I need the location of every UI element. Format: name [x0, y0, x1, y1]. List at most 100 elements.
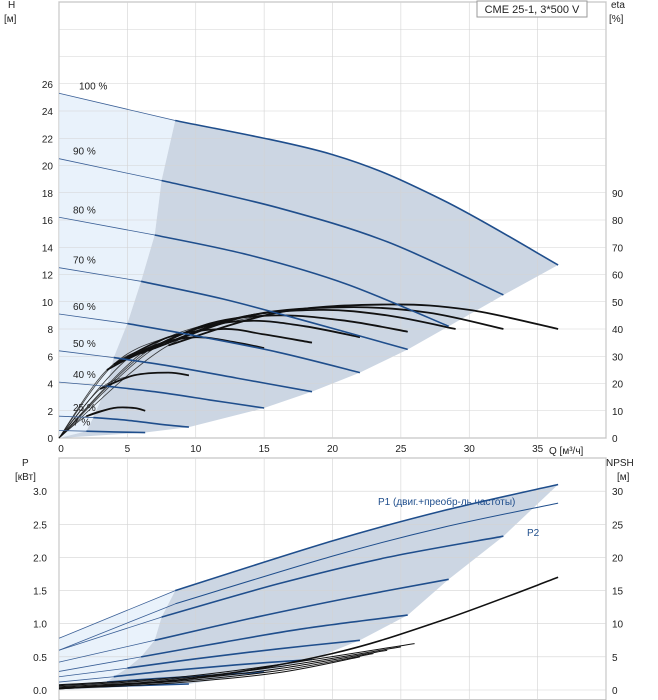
bottom-y2-tick-label: 30 — [612, 487, 624, 498]
bottom-y2-tick-label: 15 — [612, 587, 624, 598]
top-y-tick-label: 2 — [47, 407, 53, 418]
speed-curve-label: 80 % — [73, 205, 96, 216]
top-y2-tick-label: 70 — [612, 243, 624, 254]
top-y-tick-label: 6 — [47, 352, 53, 363]
top-y-axis-label: H — [8, 0, 15, 11]
top-y-tick-label: 16 — [42, 216, 54, 227]
speed-curve-label: 25 % — [73, 403, 96, 414]
top-y-tick-label: 14 — [42, 243, 54, 254]
top-x-tick-label: 25 — [395, 444, 407, 455]
top-light-region — [59, 93, 176, 438]
bottom-y2-tick-label: 10 — [612, 620, 624, 631]
bottom-y2-tick-label: 20 — [612, 553, 624, 564]
bottom-y2-axis-label: NPSH — [606, 458, 634, 469]
speed-curve — [93, 416, 189, 428]
bottom-y-tick-label: 0.5 — [33, 653, 47, 664]
eta-curve-operating — [106, 336, 265, 371]
power-curve-thin — [58, 616, 162, 651]
top-y-tick-label: 20 — [42, 162, 54, 173]
speed-curve-thin — [58, 216, 155, 236]
npsh-curve — [58, 576, 559, 690]
top-y2-tick-label: 90 — [612, 189, 624, 200]
eta-curve-operating — [113, 328, 313, 366]
speed-curve — [86, 430, 146, 434]
title-box — [476, 0, 588, 18]
p1-curve — [140, 614, 408, 658]
npsh-low-speed-curve — [58, 643, 415, 686]
speed-curve — [106, 385, 265, 409]
power-curve-thin — [58, 676, 114, 683]
top-y-tick-label: 10 — [42, 298, 54, 309]
eta-curve-operating — [86, 406, 146, 418]
bottom-y-axis-unit: [кВт] — [15, 472, 36, 483]
speed-curve-label: 90 % — [73, 147, 96, 158]
speed-curve-thin — [58, 267, 142, 282]
top-x-axis-label: Q [м³/ч] — [549, 446, 584, 457]
speed-curve — [154, 234, 450, 328]
top-x-tick-label: 30 — [464, 444, 476, 455]
top-y2-tick-label: 50 — [612, 298, 624, 309]
speed-curve — [140, 280, 408, 351]
speed-curve-label: 40 % — [73, 370, 96, 381]
top-y2-tick-label: 20 — [612, 380, 624, 391]
bottom-y-tick-label: 1.5 — [33, 587, 47, 598]
top-y2-tick-label: 0 — [612, 434, 618, 445]
top-x-tick-label: 0 — [58, 444, 64, 455]
p1-curve — [174, 483, 559, 592]
top-y-tick-label: 24 — [42, 107, 54, 118]
chart-title: CME 25-1, 3*500 V — [485, 4, 580, 16]
top-x-tick-label: 5 — [125, 444, 131, 455]
p2-curve-label: P2 — [527, 528, 540, 539]
speed-curve — [175, 119, 559, 266]
speed-curve-label: 7 % — [73, 418, 90, 429]
eta-curve-operating — [127, 319, 361, 360]
p1-curve — [127, 639, 360, 669]
speed-curve — [113, 356, 313, 393]
bottom-operating-region — [59, 484, 559, 690]
top-y-tick-label: 4 — [47, 380, 53, 391]
top-y-tick-label: 8 — [47, 325, 53, 336]
bottom-y-tick-label: 1.0 — [33, 620, 47, 631]
speed-curve — [127, 322, 361, 374]
power-curve-thin — [58, 603, 176, 651]
bottom-y2-tick-label: 25 — [612, 520, 624, 531]
speed-curve-thin — [58, 415, 94, 418]
bottom-y-axis-label: P — [22, 458, 29, 469]
power-curve-thin — [58, 639, 155, 663]
top-y2-tick-label: 30 — [612, 352, 624, 363]
bottom-y-tick-label: 2.0 — [33, 553, 47, 564]
top-x-tick-label: 20 — [327, 444, 339, 455]
speed-curve-thin — [58, 350, 114, 359]
bottom-y2-tick-label: 5 — [612, 653, 618, 664]
top-y2-tick-label: 80 — [612, 216, 624, 227]
speed-curve-label: 50 % — [73, 339, 96, 350]
top-x-tick-label: 10 — [190, 444, 202, 455]
p1-curve — [161, 535, 504, 618]
top-y2-tick-label: 10 — [612, 407, 624, 418]
top-x-tick-label: 15 — [259, 444, 271, 455]
top-y-tick-label: 22 — [42, 134, 54, 145]
top-y2-axis-label: eta — [611, 0, 625, 11]
eta-curve-operating — [147, 308, 456, 352]
bottom-y2-axis-unit: [м] — [617, 472, 630, 483]
p1-curve — [113, 658, 313, 678]
top-y-tick-label: 18 — [42, 189, 54, 200]
bottom-y-tick-label: 3.0 — [33, 487, 47, 498]
power-curve-thin — [58, 656, 142, 672]
top-y2-axis-unit: [%] — [609, 14, 624, 25]
power-curve-thin — [58, 590, 176, 639]
speed-curve-label: 60 % — [73, 302, 96, 313]
top-y-tick-label: 12 — [42, 271, 54, 282]
bottom-y-tick-label: 2.5 — [33, 520, 47, 531]
eta-curve-operating — [168, 303, 559, 347]
speed-curve-thin — [58, 313, 128, 324]
npsh-low-speed-curve — [58, 646, 401, 687]
top-operating-region — [59, 120, 559, 438]
npsh-low-speed-curve — [58, 649, 388, 688]
speed-curve-thin — [58, 381, 107, 387]
top-y2-tick-label: 40 — [612, 325, 624, 336]
npsh-low-speed-curve — [58, 653, 374, 689]
power-curve-thin — [58, 667, 128, 678]
eta-curve-operating — [99, 371, 190, 390]
